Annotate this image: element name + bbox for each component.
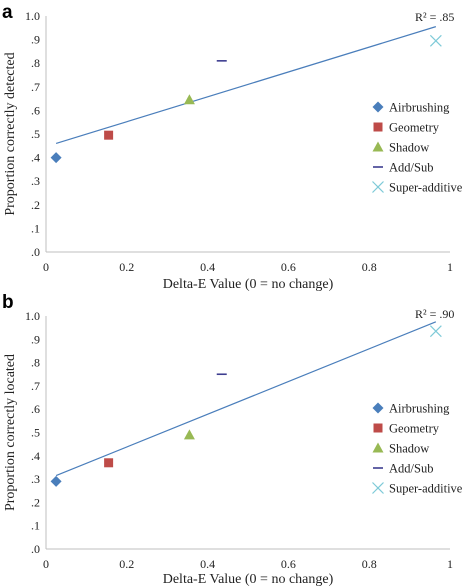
y-tick-label: .2 [31,495,40,509]
data-point-shadow [183,94,195,105]
legend-marker-super-additive-stroke-2 [372,482,384,494]
y-tick-label: .7 [31,80,40,94]
x-tick-label: 0.4 [200,557,215,571]
y-tick-label: 1.0 [25,9,40,23]
y-tick-label: .0 [31,245,40,259]
data-point-shadow [183,429,195,440]
legend-marker-shadow [372,141,384,152]
panel-label: b [2,292,14,313]
x-tick-label: 0.2 [119,557,134,571]
x-tick-label: 0.6 [281,557,296,571]
legend-marker-airbrushing [372,402,384,414]
y-tick-label: .1 [31,221,40,235]
y-tick-label: .8 [31,56,40,70]
legend-marker-geometry [373,423,383,433]
panel-label: a [2,2,13,23]
y-tick-label: .9 [31,33,40,47]
y-axis-title: Proportion correctly detected [3,52,18,215]
y-tick-label: .3 [31,472,40,486]
legend-label: Airbrushing [389,101,450,115]
legend-label: Super-additive [389,181,463,195]
x-axis-title: Delta-E Value (0 = no change) [163,572,334,587]
x-tick-label: 0.4 [200,260,215,274]
y-tick-label: .9 [31,332,40,346]
legend-marker-super-additive [372,482,384,494]
y-tick-label: 1.0 [25,309,40,323]
data-point-super-additive-stroke-2 [429,34,442,47]
legend-label: Add/Sub [389,462,433,476]
legend-marker-airbrushing [372,101,384,113]
y-tick-label: .4 [31,449,40,463]
y-tick-label: .7 [31,379,40,393]
legend-label: Super-additive [389,482,463,496]
legend-marker-super-additive-stroke-2 [372,181,384,193]
y-tick-label: .4 [31,151,40,165]
data-point-geometry [104,130,114,140]
trendline [55,321,437,477]
x-tick-label: 1 [447,260,453,274]
legend-marker-super-additive [372,181,384,193]
y-tick-label: .2 [31,198,40,212]
y-tick-label: .6 [31,402,40,416]
y-tick-label: .6 [31,103,40,117]
x-tick-label: 0.2 [119,260,134,274]
legend-label: Add/Sub [389,161,433,175]
y-tick-label: .0 [31,542,40,556]
chart-panel-a: a .0 .1 .2 .3 .4 .5 .6 .7 .8 .9 1.0 0 0.2 0.4 0.6 0.8 1 De… [2,2,463,292]
y-tick-label: .8 [31,356,40,370]
r-squared-annotation: R² = .90 [415,307,454,321]
x-axis-title: Delta-E Value (0 = no change) [163,277,334,292]
legend-marker-geometry [373,122,383,132]
legend-label: Geometry [389,121,440,135]
data-point-geometry [104,458,114,468]
x-tick-label: 0.6 [281,260,296,274]
legend-label: Shadow [389,141,429,155]
legend: Airbrushing Geometry Shadow Add/Sub Super-ad… [372,101,463,195]
x-tick-label: 1 [447,557,453,571]
x-tick-label: 0 [43,260,49,274]
data-point-super-additive [429,325,442,338]
legend-label: Shadow [389,442,429,456]
legend-marker-shadow [372,442,384,453]
y-tick-label: .5 [31,127,40,141]
legend-label: Airbrushing [389,402,450,416]
y-tick-label: .1 [31,519,40,533]
y-axis-title: Proportion correctly located [3,354,18,511]
trendline [55,26,437,145]
data-point-super-additive [429,34,442,47]
chart-panel-b: b .0 .1 .2 .3 .4 .5 .6 .7 .8 .9 1.0 0 0.2 0.4 0.6 0.8 1 De… [2,292,463,587]
legend: Airbrushing Geometry Shadow Add/Sub Super-ad… [372,402,463,496]
data-point-airbrushing [50,152,62,164]
legend-label: Geometry [389,422,440,436]
y-tick-label: .3 [31,174,40,188]
r-squared-annotation: R² = .85 [415,10,454,24]
x-tick-label: 0.8 [362,260,377,274]
x-tick-label: 0 [43,557,49,571]
data-point-airbrushing [50,475,62,487]
x-tick-label: 0.8 [362,557,377,571]
data-point-super-additive-stroke-2 [429,325,442,338]
y-tick-label: .5 [31,426,40,440]
